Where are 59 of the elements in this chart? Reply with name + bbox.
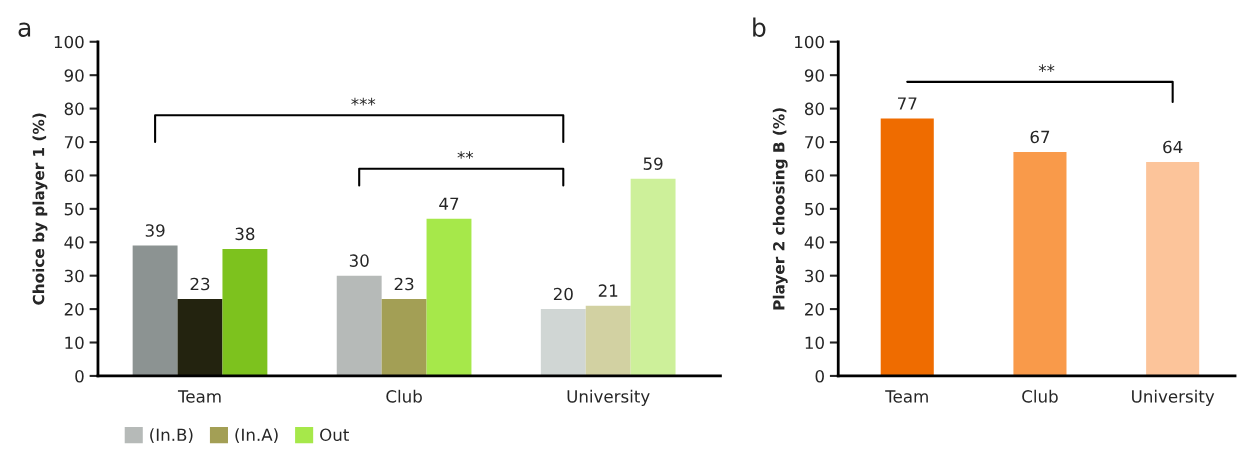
y-tick-label: 0	[75, 369, 84, 383]
bar	[630, 178, 676, 376]
data-label: 59	[643, 157, 663, 170]
bar	[177, 299, 223, 376]
data-label: 23	[394, 277, 414, 291]
data-label: 67	[1030, 130, 1050, 144]
y-tick-label: 20	[64, 303, 84, 316]
chart-title: a	[18, 22, 31, 37]
y-tick-label: 90	[804, 69, 824, 82]
annotation: ***	[351, 97, 376, 106]
y-tick-label: 40	[64, 236, 84, 249]
annotation: **	[1038, 64, 1055, 72]
bar	[336, 275, 382, 376]
x-tick-label: Team	[177, 390, 221, 403]
bar	[132, 245, 178, 376]
legend-label: (In.A)	[235, 428, 278, 444]
data-label: 23	[190, 277, 210, 291]
x-tick-label: University	[567, 389, 650, 406]
data-label: 39	[145, 224, 165, 237]
y-tick-label: 90	[64, 69, 84, 82]
bar	[426, 218, 472, 376]
y-tick-label: 20	[805, 303, 824, 316]
y-tick-label: 100	[795, 35, 824, 49]
bar	[585, 305, 631, 376]
data-label: 30	[349, 254, 369, 267]
x-tick-label: Club	[386, 389, 422, 403]
y-tick-label: 60	[805, 169, 824, 182]
y-axis-title: Choice by player 1 (%)	[32, 113, 48, 305]
data-label: 47	[439, 197, 459, 210]
annotation: **	[457, 151, 474, 159]
y-tick-label: 30	[64, 269, 84, 283]
y-tick-label: 10	[65, 336, 84, 350]
y-tick-label: 50	[805, 202, 824, 216]
y-tick-label: 70	[64, 135, 84, 149]
data-label: 64	[1163, 140, 1183, 154]
data-label: 21	[598, 284, 618, 297]
y-tick-label: 0	[815, 369, 824, 383]
x-tick-label: Club	[1022, 389, 1058, 403]
bar	[222, 248, 268, 376]
x-tick-label: University	[1132, 389, 1215, 406]
y-tick-label: 70	[805, 135, 824, 149]
bar	[381, 299, 427, 376]
y-tick-label: 100	[54, 35, 84, 49]
y-tick-label: 30	[805, 269, 824, 283]
data-label: 38	[235, 227, 255, 241]
y-tick-label: 10	[805, 336, 824, 350]
data-label: 20	[553, 287, 573, 301]
chart-title: b	[753, 17, 766, 37]
y-tick-label: 80	[804, 102, 824, 116]
data-label: 77	[898, 97, 917, 110]
y-tick-label: 40	[804, 236, 824, 249]
y-tick-label: 50	[64, 202, 84, 216]
y-tick-label: 60	[64, 169, 84, 182]
x-tick-label: Team	[885, 390, 928, 403]
bar	[540, 309, 586, 376]
y-tick-label: 80	[64, 102, 84, 116]
y-axis-title: Player 2 choosing B (%)	[772, 108, 788, 310]
legend-label: (In.B)	[150, 428, 193, 444]
legend-label: Out	[320, 428, 349, 442]
